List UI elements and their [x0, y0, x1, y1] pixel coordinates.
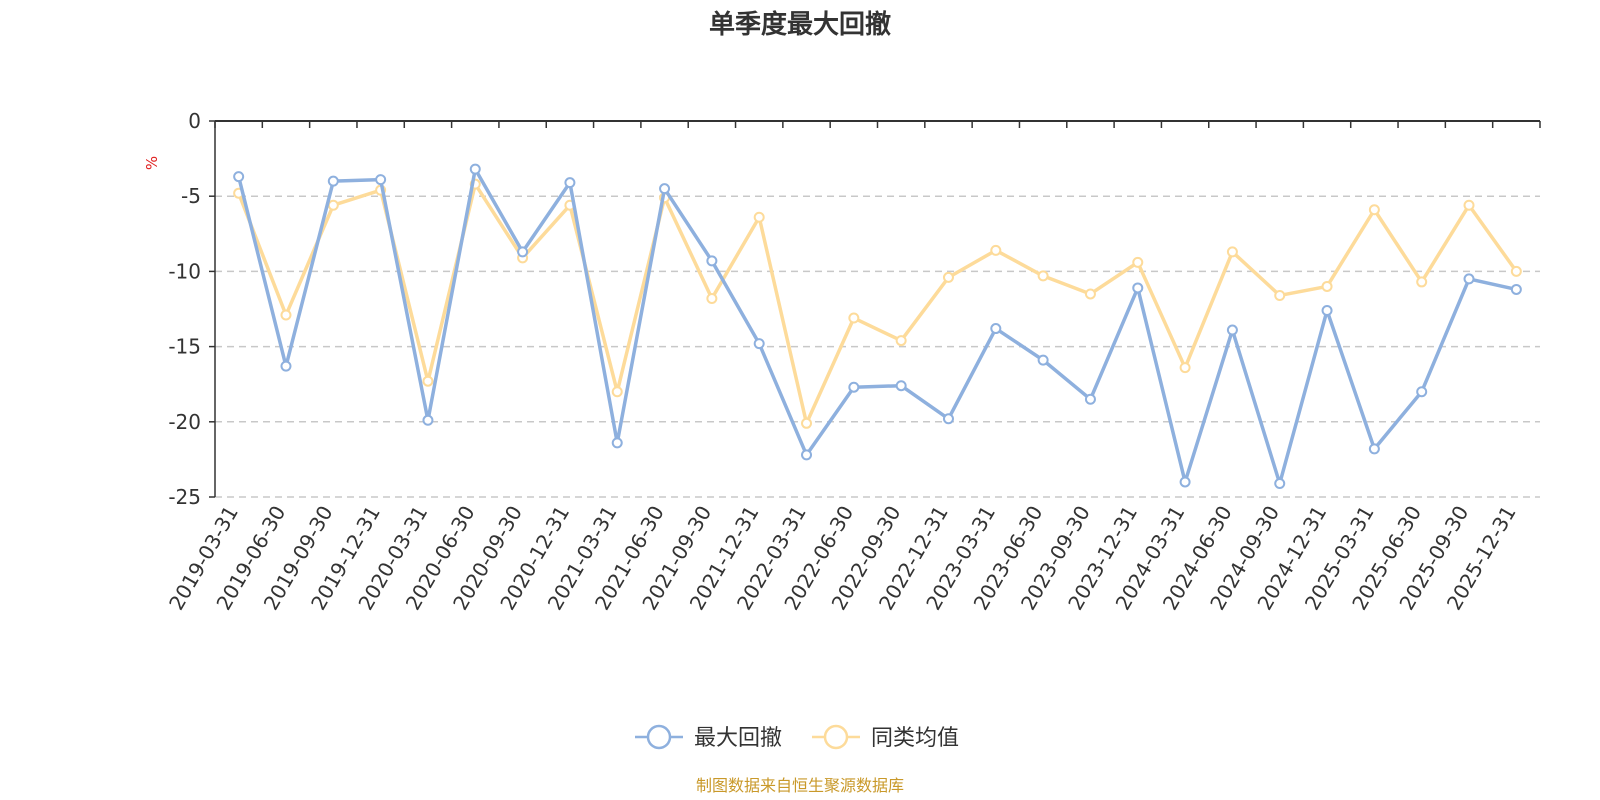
- data-point: [990, 323, 1002, 335]
- data-point: [327, 175, 339, 187]
- series-line: [236, 167, 1517, 486]
- data-point: [1510, 265, 1522, 277]
- data-point: [801, 449, 813, 461]
- legend-item[interactable]: 最大回撤: [635, 724, 782, 751]
- data-point: [422, 414, 434, 426]
- data-point: [942, 271, 954, 283]
- data-point: [1179, 362, 1191, 374]
- data-point: [753, 211, 765, 223]
- data-point: [1037, 354, 1049, 366]
- data-point: [422, 375, 434, 387]
- data-point: [233, 171, 245, 183]
- data-point: [1274, 477, 1286, 489]
- data-point: [1274, 289, 1286, 301]
- data-point: [564, 177, 576, 189]
- data-point: [1037, 270, 1049, 282]
- y-tick-label: -10: [168, 259, 201, 283]
- y-axis-unit: %: [143, 156, 161, 170]
- data-point: [1416, 276, 1428, 288]
- data-point: [1132, 256, 1144, 268]
- data-point: [801, 417, 813, 429]
- data-point: [1226, 246, 1238, 258]
- data-point: [1510, 283, 1522, 295]
- data-point: [1084, 393, 1096, 405]
- data-point: [848, 312, 860, 324]
- data-point: [611, 437, 623, 449]
- data-point: [659, 183, 671, 195]
- data-point: [1368, 443, 1380, 455]
- y-tick-label: 0: [188, 109, 201, 133]
- data-point: [517, 246, 529, 258]
- series-layer: [233, 163, 1522, 489]
- y-tick-label: -15: [168, 335, 201, 359]
- y-tick-label: -5: [181, 184, 201, 208]
- chart-title: 单季度最大回撤: [709, 9, 891, 40]
- data-point: [1463, 273, 1475, 285]
- y-tick-label: -20: [168, 410, 201, 434]
- data-point: [1416, 386, 1428, 398]
- legend-marker-icon: [646, 724, 672, 750]
- y-tick-label: -25: [168, 485, 201, 509]
- data-point: [990, 244, 1002, 256]
- data-point: [1132, 282, 1144, 294]
- data-point: [1321, 280, 1333, 292]
- source-note: 制图数据来自恒生聚源数据库: [696, 776, 904, 795]
- series-peer-average: [233, 178, 1522, 429]
- axes: 0-5-10-15-20-252019-03-312019-06-302019-…: [164, 109, 1541, 614]
- data-point: [848, 381, 860, 393]
- data-point: [469, 163, 481, 175]
- data-point: [1463, 199, 1475, 211]
- data-point: [753, 338, 765, 350]
- data-point: [611, 386, 623, 398]
- legend-label: 最大回撤: [694, 726, 782, 751]
- legend-item[interactable]: 同类均值: [812, 724, 959, 751]
- data-point: [280, 360, 292, 372]
- data-point: [895, 335, 907, 347]
- data-point: [280, 309, 292, 321]
- legend[interactable]: 最大回撤 同类均值: [635, 724, 959, 751]
- data-point: [706, 292, 718, 304]
- data-point: [1179, 476, 1191, 488]
- legend-marker-icon: [823, 724, 849, 750]
- series-line: [237, 182, 1518, 426]
- data-point: [1368, 204, 1380, 216]
- data-point: [1226, 324, 1238, 336]
- data-point: [327, 199, 339, 211]
- data-point: [375, 174, 387, 186]
- series-max-drawdown: [233, 163, 1522, 489]
- data-point: [895, 380, 907, 392]
- data-point: [942, 413, 954, 425]
- data-point: [1084, 288, 1096, 300]
- data-point: [706, 255, 718, 267]
- data-point: [1321, 305, 1333, 317]
- legend-label: 同类均值: [871, 726, 959, 751]
